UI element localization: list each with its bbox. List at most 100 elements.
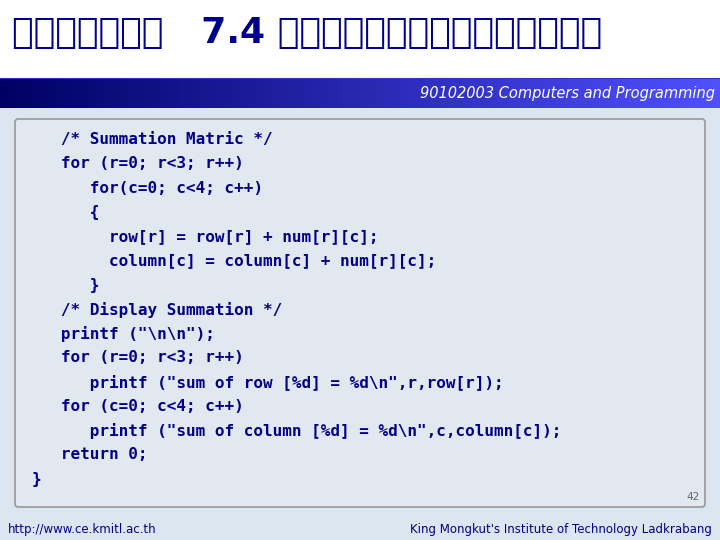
Bar [408,78,415,108]
Bar [18,78,24,108]
Bar [306,78,312,108]
Bar [186,78,192,108]
Text: {: { [32,205,99,220]
Bar [240,78,246,108]
Bar [210,78,217,108]
Bar [414,78,420,108]
Text: column[c] = column[c] + num[r][c];: column[c] = column[c] + num[r][c]; [32,253,436,268]
Bar [318,78,325,108]
Bar [624,78,631,108]
Bar [684,78,690,108]
Bar [390,78,397,108]
Text: King Mongkut's Institute of Technology Ladkrabang: King Mongkut's Institute of Technology L… [410,523,712,537]
Bar [330,78,336,108]
Bar [510,78,516,108]
Text: /* Summation Matric */: /* Summation Matric */ [32,132,273,147]
Bar [648,78,654,108]
Bar [678,78,685,108]
Bar [618,78,624,108]
Bar [606,78,613,108]
Bar [594,78,600,108]
Bar [396,78,402,108]
Bar [540,78,546,108]
Bar [372,78,379,108]
Text: }: } [32,472,42,487]
Bar [264,78,271,108]
Text: for (r=0; r<3; r++): for (r=0; r<3; r++) [32,350,244,366]
Bar [174,78,181,108]
Bar [282,78,289,108]
Bar [474,78,480,108]
Bar [552,78,559,108]
Bar [336,78,343,108]
Bar [486,78,492,108]
Bar [462,78,469,108]
Bar [672,78,678,108]
Text: /* Display Summation */: /* Display Summation */ [32,302,282,318]
Bar [102,78,109,108]
Text: for (c=0; c<4; c++): for (c=0; c<4; c++) [32,399,244,414]
Bar [366,78,372,108]
Bar [108,78,114,108]
Bar [534,78,541,108]
Text: }: } [32,278,99,293]
Bar [48,78,55,108]
Bar [420,78,426,108]
Bar [288,78,294,108]
Bar [144,78,150,108]
Bar [120,78,127,108]
Text: printf ("sum of row [%d] = %d\n",r,row[r]);: printf ("sum of row [%d] = %d\n",r,row[r… [32,375,503,390]
Bar [0,78,6,108]
Bar [432,78,438,108]
Bar [294,78,300,108]
Bar [276,78,282,108]
Bar [204,78,210,108]
Bar [84,78,91,108]
Bar [234,78,240,108]
Bar [546,78,552,108]
Bar [270,78,276,108]
Bar [426,78,433,108]
Bar [162,78,168,108]
Bar [576,78,582,108]
Bar [612,78,618,108]
Bar [42,78,48,108]
Bar [24,78,30,108]
Bar [450,78,456,108]
Bar [654,78,660,108]
Bar [90,78,96,108]
Bar [438,78,444,108]
Bar [0,0,720,78]
Bar [312,78,318,108]
Bar [12,78,19,108]
Bar [456,78,462,108]
Bar [246,78,253,108]
Bar [354,78,361,108]
Text: for(c=0; c<4; c++): for(c=0; c<4; c++) [32,180,263,195]
Bar [258,78,264,108]
Text: for (r=0; r<3; r++): for (r=0; r<3; r++) [32,156,244,171]
Bar [54,78,60,108]
Bar [132,78,138,108]
Bar [564,78,570,108]
Bar [696,78,703,108]
Bar [216,78,222,108]
Bar [114,78,120,108]
Bar [600,78,606,108]
Bar [78,78,84,108]
Bar [714,78,720,108]
Bar [324,78,330,108]
Bar [588,78,595,108]
Bar [180,78,186,108]
Bar [378,78,384,108]
Bar [702,78,708,108]
Text: 90102003 Computers and Programming: 90102003 Computers and Programming [420,86,715,100]
Bar [636,78,642,108]
Text: printf ("\n\n");: printf ("\n\n"); [32,326,215,342]
Bar [570,78,577,108]
Bar [252,78,258,108]
Bar [402,78,408,108]
Bar [66,78,73,108]
Bar [708,78,714,108]
Text: 42: 42 [687,492,700,502]
